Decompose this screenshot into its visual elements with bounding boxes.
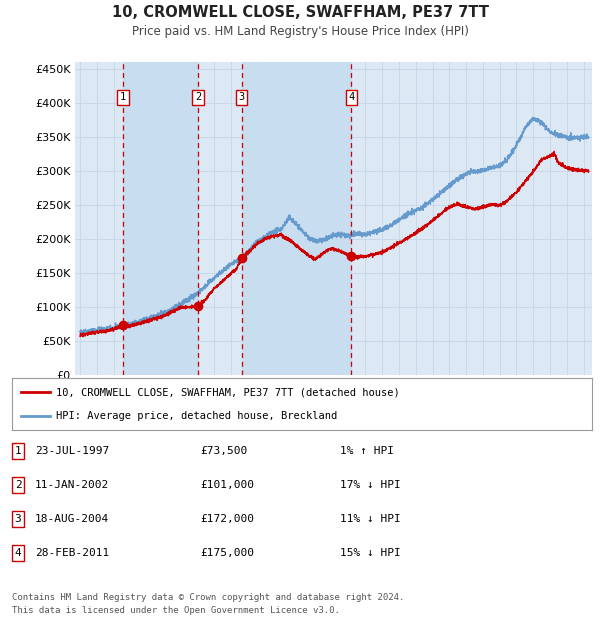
Text: 4: 4 <box>14 548 22 558</box>
Text: 3: 3 <box>239 92 245 102</box>
Text: HPI: Average price, detached house, Breckland: HPI: Average price, detached house, Brec… <box>56 411 337 421</box>
Text: £172,000: £172,000 <box>200 514 254 524</box>
Text: 4: 4 <box>348 92 355 102</box>
Text: 11% ↓ HPI: 11% ↓ HPI <box>340 514 401 524</box>
Text: 18-AUG-2004: 18-AUG-2004 <box>35 514 109 524</box>
Text: 1: 1 <box>120 92 126 102</box>
Text: 11-JAN-2002: 11-JAN-2002 <box>35 480 109 490</box>
Text: Contains HM Land Registry data © Crown copyright and database right 2024.
This d: Contains HM Land Registry data © Crown c… <box>12 593 404 615</box>
Text: 3: 3 <box>14 514 22 524</box>
Text: 10, CROMWELL CLOSE, SWAFFHAM, PE37 7TT (detached house): 10, CROMWELL CLOSE, SWAFFHAM, PE37 7TT (… <box>56 387 399 397</box>
Text: 1: 1 <box>14 446 22 456</box>
Text: 28-FEB-2011: 28-FEB-2011 <box>35 548 109 558</box>
Bar <box>242 62 351 375</box>
Text: 2: 2 <box>14 480 22 490</box>
Text: 15% ↓ HPI: 15% ↓ HPI <box>340 548 401 558</box>
Text: 23-JUL-1997: 23-JUL-1997 <box>35 446 109 456</box>
Text: £101,000: £101,000 <box>200 480 254 490</box>
Text: £175,000: £175,000 <box>200 548 254 558</box>
Text: 1% ↑ HPI: 1% ↑ HPI <box>340 446 394 456</box>
Text: 17% ↓ HPI: 17% ↓ HPI <box>340 480 401 490</box>
Text: 2: 2 <box>195 92 201 102</box>
Text: 10, CROMWELL CLOSE, SWAFFHAM, PE37 7TT: 10, CROMWELL CLOSE, SWAFFHAM, PE37 7TT <box>112 5 488 20</box>
Text: Price paid vs. HM Land Registry's House Price Index (HPI): Price paid vs. HM Land Registry's House … <box>131 25 469 38</box>
Text: £73,500: £73,500 <box>200 446 247 456</box>
Bar <box>123 62 198 375</box>
